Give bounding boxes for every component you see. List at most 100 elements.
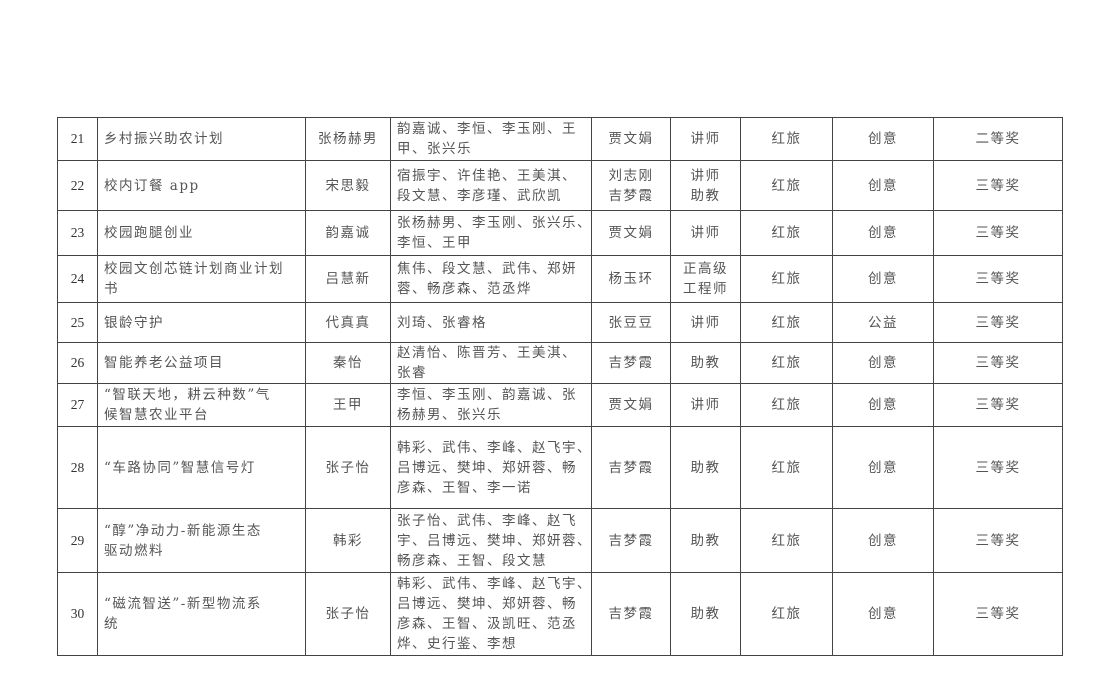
teacher: 贾文娟 xyxy=(591,210,671,256)
project-name-line: 银龄守护 xyxy=(104,314,164,331)
table-row: 25 银龄守护 代真真 刘琦、张睿格 张豆豆 讲师 红旅 公益 三等奖 xyxy=(57,302,1063,343)
award: 三等奖 xyxy=(933,210,1063,256)
table-row: 26 智能养老公益项目 秦怡 赵清怡、陈晋芳、王美淇、 张睿 吉梦霞 助教 红旅 创意 三等奖 xyxy=(57,342,1063,384)
project-name: 银龄守护 xyxy=(97,302,306,343)
teacher-line: 吉梦霞 xyxy=(608,355,654,371)
category: 创意 xyxy=(832,117,934,161)
table-row: 22 校内订餐 app 宋思毅 宿振宇、许佳艳、王美淇、 段文慧、李彦瑾、武欣凯 刘志刚吉… xyxy=(57,160,1063,211)
category: 创意 xyxy=(832,255,934,303)
members-line: 韩彩、武伟、李峰、赵飞宇、 xyxy=(397,439,592,456)
row-number: 28 xyxy=(57,426,98,509)
teacher-line: 刘志刚 xyxy=(608,167,654,184)
teacher-line: 贾文娟 xyxy=(608,397,654,413)
teacher-title-line: 助教 xyxy=(690,187,721,204)
members: 张杨赫男、李玉刚、张兴乐、 李恒、王甲 xyxy=(390,210,592,256)
track: 红旅 xyxy=(740,302,833,343)
teacher-line: 吉梦霞 xyxy=(608,606,654,622)
award: 三等奖 xyxy=(933,508,1063,573)
leader: 宋思毅 xyxy=(305,160,391,211)
leader: 张子怡 xyxy=(305,426,391,509)
row-number: 25 xyxy=(57,302,98,343)
teacher: 吉梦霞 xyxy=(591,508,671,573)
project-name: “车路协同”智慧信号灯 xyxy=(97,426,306,509)
teacher-title: 助教 xyxy=(670,572,741,656)
members-line: 吕博远、樊坤、郑妍蓉、畅 xyxy=(397,459,577,476)
leader: 秦怡 xyxy=(305,342,391,384)
project-name: “磁流智送”-新型物流系统 xyxy=(97,572,306,656)
leader: 吕慧新 xyxy=(305,255,391,303)
row-number: 22 xyxy=(57,160,98,211)
teacher-title-line: 助教 xyxy=(690,459,721,476)
category: 创意 xyxy=(832,160,934,211)
awards-table: 21 乡村振兴助农计划 张杨赫男 韵嘉诚、李恒、李玉刚、王 甲、张兴乐 贾文娟 讲师 红旅 创意… xyxy=(57,117,1063,656)
project-name-line: 驱动燃料 xyxy=(104,542,164,559)
members-line: 韩彩、武伟、李峰、赵飞宇、 xyxy=(397,576,592,592)
project-name-line: 校园跑腿创业 xyxy=(104,225,194,241)
table-row: 30 “磁流智送”-新型物流系统张子怡 韩彩、武伟、李峰、赵飞宇、 吕博远、樊坤、郑妍… xyxy=(57,572,1063,656)
leader: 韵嘉诚 xyxy=(305,210,391,256)
teacher-title-line: 讲师 xyxy=(690,397,721,413)
category: 创意 xyxy=(832,342,934,384)
project-name: 乡村振兴助农计划 xyxy=(97,117,306,161)
project-name-line: 乡村振兴助农计划 xyxy=(104,131,224,147)
teacher-line: 吉梦霞 xyxy=(608,187,654,204)
members: 张子怡、武伟、李峰、赵飞 宇、吕博远、樊坤、郑妍蓉、 畅彦森、王智、段文慧 xyxy=(390,508,592,573)
table-row: 24 校园文创芯链计划商业计划书吕慧新 焦伟、段文慧、武伟、郑妍 蓉、畅彦森、范丞烨杨… xyxy=(57,255,1063,303)
members-line: 张子怡、武伟、李峰、赵飞 xyxy=(397,512,577,529)
project-name-line: 校内订餐 app xyxy=(104,177,200,194)
teacher-title: 讲师 xyxy=(670,383,741,427)
teacher: 杨玉环 xyxy=(591,255,671,303)
members-line: 杨赫男、张兴乐 xyxy=(397,407,502,423)
award: 二等奖 xyxy=(933,117,1063,161)
members: 李恒、李玉刚、韵嘉诚、张 杨赫男、张兴乐 xyxy=(390,383,592,427)
members: 焦伟、段文慧、武伟、郑妍 蓉、畅彦森、范丞烨 xyxy=(390,255,592,303)
members-line: 张杨赫男、李玉刚、张兴乐、 xyxy=(397,215,592,231)
teacher-title-line: 讲师 xyxy=(690,225,721,241)
members: 刘琦、张睿格 xyxy=(390,302,592,343)
award: 三等奖 xyxy=(933,302,1063,343)
teacher: 张豆豆 xyxy=(591,302,671,343)
teacher-title-line: 讲师 xyxy=(690,167,721,184)
project-name-line: 统 xyxy=(104,616,119,632)
row-number: 26 xyxy=(57,342,98,384)
teacher: 吉梦霞 xyxy=(591,426,671,509)
row-number: 24 xyxy=(57,255,98,303)
teacher-line: 张豆豆 xyxy=(608,314,654,331)
row-number: 21 xyxy=(57,117,98,161)
members-line: 刘琦、张睿格 xyxy=(397,314,487,331)
table-row: 28 “车路协同”智慧信号灯 张子怡 韩彩、武伟、李峰、赵飞宇、 吕博远、樊坤、郑妍蓉、… xyxy=(57,426,1063,509)
leader: 代真真 xyxy=(305,302,391,343)
members-line: 彦森、王智、汲凯旺、范丞 xyxy=(397,616,577,632)
teacher: 刘志刚 吉梦霞 xyxy=(591,160,671,211)
members-line: 李恒、王甲 xyxy=(397,235,472,251)
track: 红旅 xyxy=(740,255,833,303)
category: 创意 xyxy=(832,383,934,427)
members: 韵嘉诚、李恒、李玉刚、王 甲、张兴乐 xyxy=(390,117,592,161)
teacher-line: 贾文娟 xyxy=(608,131,654,147)
teacher-line: 贾文娟 xyxy=(608,225,654,241)
members-line: 韵嘉诚、李恒、李玉刚、王 xyxy=(397,121,577,137)
project-name: 校园跑腿创业 xyxy=(97,210,306,256)
award: 三等奖 xyxy=(933,383,1063,427)
project-name: 智能养老公益项目 xyxy=(97,342,306,384)
table-row: 27 “智联天地，耕云种数”气 候智慧农业平台 王甲 李恒、李玉刚、韵嘉诚、张 杨赫男、张… xyxy=(57,383,1063,427)
row-number: 27 xyxy=(57,383,98,427)
project-name: 校园文创芯链计划商业计划书 xyxy=(97,255,306,303)
teacher-title-line: 工程师 xyxy=(683,281,728,297)
members-line: 李恒、李玉刚、韵嘉诚、张 xyxy=(397,387,577,403)
members-line: 赵清怡、陈晋芳、王美淇、 xyxy=(397,345,577,361)
members: 韩彩、武伟、李峰、赵飞宇、 吕博远、樊坤、郑妍蓉、畅 彦森、王智、李一诺 xyxy=(390,426,592,509)
teacher: 吉梦霞 xyxy=(591,342,671,384)
leader: 张杨赫男 xyxy=(305,117,391,161)
teacher-title-line: 助教 xyxy=(690,355,721,371)
project-name-line: 校园文创芯链计划商业计划 xyxy=(104,261,284,277)
members-line: 宇、吕博远、樊坤、郑妍蓉、 xyxy=(397,532,592,549)
track: 红旅 xyxy=(740,117,833,161)
teacher-line: 吉梦霞 xyxy=(608,532,654,549)
category: 公益 xyxy=(832,302,934,343)
teacher-title-line: 讲师 xyxy=(690,131,721,147)
project-name-line: 书 xyxy=(104,281,119,297)
project-name-line: “醇”净动力-新能源生态 xyxy=(104,522,262,539)
teacher-title: 讲师 助教 xyxy=(670,160,741,211)
category: 创意 xyxy=(832,210,934,256)
